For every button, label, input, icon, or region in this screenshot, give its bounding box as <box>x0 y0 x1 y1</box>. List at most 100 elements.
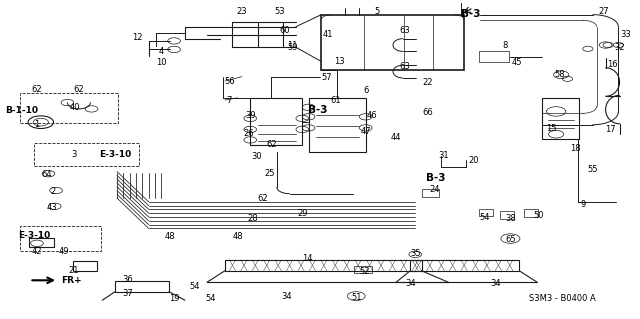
Bar <box>500 211 514 219</box>
Text: 38: 38 <box>505 214 516 223</box>
Text: 40: 40 <box>70 103 81 112</box>
Bar <box>422 189 439 197</box>
Text: 52: 52 <box>359 267 370 276</box>
Text: B-3: B-3 <box>426 174 445 183</box>
Text: 41: 41 <box>323 30 333 39</box>
Text: 23: 23 <box>237 7 247 16</box>
Text: 50: 50 <box>533 211 543 220</box>
Text: 25: 25 <box>264 169 275 178</box>
Text: 58: 58 <box>554 70 564 79</box>
Bar <box>308 98 365 152</box>
Text: 15: 15 <box>546 124 556 133</box>
Text: 26: 26 <box>243 129 253 138</box>
Text: 56: 56 <box>224 77 235 85</box>
Text: 34: 34 <box>490 279 501 288</box>
Text: 1: 1 <box>35 120 40 129</box>
Text: 20: 20 <box>468 156 479 165</box>
Text: 51: 51 <box>351 293 362 301</box>
Text: 62: 62 <box>74 85 84 94</box>
Text: S3M3 - B0400 A: S3M3 - B0400 A <box>529 294 596 303</box>
Text: E-3-10: E-3-10 <box>19 231 51 240</box>
Text: 18: 18 <box>570 144 580 153</box>
Bar <box>410 260 519 271</box>
Bar <box>355 266 372 273</box>
Bar <box>20 93 118 123</box>
Text: 62: 62 <box>266 140 277 149</box>
Text: 28: 28 <box>248 214 258 223</box>
Bar <box>321 15 464 70</box>
Text: 19: 19 <box>169 293 179 302</box>
Text: 48: 48 <box>232 232 243 241</box>
Text: 30: 30 <box>252 152 262 161</box>
Text: 42: 42 <box>32 247 42 256</box>
Text: 48: 48 <box>165 232 175 241</box>
Bar <box>524 209 538 217</box>
Text: B-3: B-3 <box>461 9 480 19</box>
Text: 29: 29 <box>297 209 307 219</box>
Bar <box>479 209 493 216</box>
Text: 39: 39 <box>245 111 255 120</box>
Text: 53: 53 <box>275 7 285 16</box>
Text: 14: 14 <box>302 254 312 263</box>
Text: 46: 46 <box>367 111 378 120</box>
Text: 65: 65 <box>505 235 516 244</box>
Text: B-3: B-3 <box>308 106 328 115</box>
Bar <box>542 99 579 139</box>
Bar <box>225 260 422 271</box>
Bar <box>115 281 169 292</box>
Text: 64: 64 <box>42 170 52 179</box>
Text: 57: 57 <box>321 73 332 82</box>
Text: 36: 36 <box>122 275 133 284</box>
Text: B-1-10: B-1-10 <box>5 106 38 115</box>
Text: 17: 17 <box>605 125 616 134</box>
Text: 44: 44 <box>391 133 401 143</box>
Bar <box>250 99 302 145</box>
Text: 2: 2 <box>51 187 56 196</box>
Text: 6: 6 <box>363 86 369 95</box>
Text: 61: 61 <box>330 96 340 105</box>
Text: 45: 45 <box>511 58 522 67</box>
Text: FR+: FR+ <box>61 276 82 285</box>
Text: 27: 27 <box>598 7 609 16</box>
Text: 37: 37 <box>122 289 133 298</box>
Text: 4: 4 <box>159 47 164 56</box>
Text: 22: 22 <box>422 78 433 86</box>
Text: 54: 54 <box>205 294 216 303</box>
Text: 12: 12 <box>132 33 143 42</box>
Text: 62: 62 <box>258 194 268 203</box>
Text: 34: 34 <box>405 279 415 288</box>
Text: 3: 3 <box>71 150 77 159</box>
Text: 10: 10 <box>156 58 166 67</box>
Text: 11: 11 <box>287 41 298 49</box>
Bar <box>72 261 97 271</box>
Text: 62: 62 <box>32 85 42 94</box>
Text: 34: 34 <box>281 292 292 300</box>
Text: 60: 60 <box>279 26 290 35</box>
Text: 24: 24 <box>429 185 440 194</box>
Bar <box>479 51 509 62</box>
Text: 8: 8 <box>502 41 508 49</box>
Text: E-3-10: E-3-10 <box>99 150 131 159</box>
Text: 35: 35 <box>410 249 420 258</box>
Text: 55: 55 <box>588 165 598 174</box>
Text: 21: 21 <box>68 266 79 275</box>
Text: 16: 16 <box>607 60 617 69</box>
Bar <box>29 238 54 248</box>
Text: 47: 47 <box>360 127 371 136</box>
Text: 7: 7 <box>227 96 232 105</box>
Text: 31: 31 <box>438 151 449 160</box>
Text: 5: 5 <box>374 7 380 16</box>
Text: 33: 33 <box>621 30 631 39</box>
Text: 59: 59 <box>287 43 298 52</box>
Text: 43: 43 <box>46 203 57 212</box>
Text: 66: 66 <box>422 108 433 117</box>
Text: 63: 63 <box>400 26 410 35</box>
Text: 49: 49 <box>59 247 70 256</box>
Bar <box>35 143 139 167</box>
Text: 54: 54 <box>480 212 490 222</box>
Text: 32: 32 <box>614 43 625 52</box>
Text: 54: 54 <box>189 282 200 291</box>
Text: 13: 13 <box>334 57 344 66</box>
Text: 9: 9 <box>580 200 586 209</box>
Bar <box>20 226 101 250</box>
